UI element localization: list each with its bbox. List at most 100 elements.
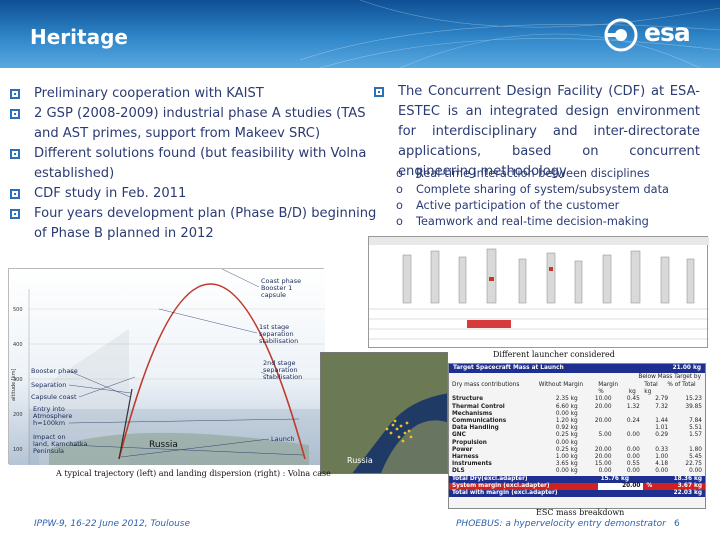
table-cell [615,440,643,447]
trajectory-label: Launch [271,435,295,443]
table-cell: 1.57 [689,432,702,439]
unit-cell [664,389,705,396]
table-units-row: % kg kg [449,389,705,396]
trajectory-label: Capsule coast [31,393,77,401]
table-row: Thermal Control 6.60 kg 20.00 1.32 7.32 39.85 [449,404,705,411]
table-cell: 1.44 [655,418,669,425]
mass-breakdown-table: Target Spacecraft Mass at Launch 21.00 k… [448,363,706,509]
unit-cell: kg [628,389,636,396]
table-cell: 0.00 [689,468,702,475]
trajectory-ytick: 100 [13,447,23,453]
system-margin-unit: % [646,482,653,489]
header-banner: Heritage esa [0,0,720,68]
table-cell: Power [452,446,473,453]
left-bullet: Different solutions found (but feasibili… [8,144,380,184]
circle-bullet-icon: o [396,183,403,196]
table-cell: 3.65 kg [555,461,578,468]
sub-bullet-text: Teamwork and real-time decision-making [416,215,649,228]
table-cell [615,425,643,432]
table-cell: 5.45 [689,454,702,461]
table-cell: 0.00 kg [555,410,578,417]
sub-bullet-text: Real-time interaction between discipline… [416,167,650,180]
total-dry-label: Total Dry(excl.adapter) [452,475,528,482]
right-bullet-list: The Concurrent Design Facility (CDF) at … [372,82,700,182]
table-cell: 1.01 [655,425,669,432]
right-bullet: The Concurrent Design Facility (CDF) at … [372,82,700,182]
table-cell: 1.20 kg [555,418,578,425]
system-margin-label: System margin (excl.adapter) [452,482,550,489]
table-row: Communications 1.20 kg 20.00 0.24 1.44 7.84 [449,418,705,425]
trajectory-ylabel: altitude [km] [11,369,17,401]
esa-logo: esa [604,18,704,52]
table-cell [643,440,671,447]
table-row: Power 0.25 kg 20.00 0.00 0.33 1.80 [449,447,705,454]
table-cell: 0.00 [598,468,612,475]
table-cell: 0.25 kg [555,446,578,453]
banner-decoration [300,0,720,68]
table-cell: Data Handling [452,425,499,432]
column-header: Dry mass contributions [452,382,520,388]
table-row: GNC 0.25 kg 5.00 0.00 0.29 1.57 [449,432,705,439]
total-dry-total: 18.36 kg [673,475,702,482]
table-cell: 15.00 [594,461,612,468]
table-cell: 7.84 [689,418,702,425]
trajectory-label: stabilisation [259,337,298,345]
mass-table-subtitle: Below Mass Target by [638,374,701,380]
table-cell: 0.00 [626,454,640,461]
table-row: Data Handling 0.92 kg 1.01 5.51 [449,425,705,432]
table-cell: 0.00 kg [555,468,578,475]
trajectory-label: Booster 1 [261,284,292,292]
trajectory-label: Separation [31,381,66,389]
trajectory-caption: A typical trajectory (left) and landing … [56,469,331,478]
table-cell: 20.00 [594,446,612,453]
checkbox-bullet-icon [10,189,20,199]
table-cell: 1.32 [626,403,640,410]
table-cell: 2.35 kg [555,396,578,403]
table-cell: 39.85 [685,403,702,410]
sub-bullet: o Real-time interaction between disciplin… [396,166,696,182]
table-cell: 0.00 [626,468,640,475]
table-row: Structure 2.35 kg 10.00 0.45 2.79 15.23 [449,396,705,403]
trajectory-label: stabilisation [263,373,302,381]
table-cell: 0.29 [655,432,669,439]
bullet-text: Four years development plan (Phase B/D) … [34,206,377,241]
total-with-margin-value: 22.03 kg [673,490,702,497]
trajectory-ytick: 400 [13,342,23,348]
table-cell: 0.00 [626,432,640,439]
table-cell: 4.18 [655,461,669,468]
esa-logo-text: esa [644,18,691,47]
trajectory-label: Entry into [33,405,65,413]
circle-bullet-icon: o [396,167,403,180]
trajectory-label: h=100km [33,419,65,427]
cdf-sub-bullets: o Real-time interaction between disciplin… [396,166,696,230]
table-cell [581,440,615,447]
system-margin-row: System margin (excl.adapter) 20.00 % 3.6… [449,482,705,491]
trajectory-label: Booster phase [31,367,78,375]
table-cell [615,411,643,418]
checkbox-bullet-icon [10,109,20,119]
checkbox-bullet-icon [10,209,20,219]
bullet-text: The Concurrent Design Facility (CDF) at … [398,84,700,179]
table-cell: 1.80 [689,446,702,453]
table-row: Instruments 3.65 kg 15.00 0.55 4.18 22.75 [449,461,705,468]
table-cell: 20.00 [594,403,612,410]
table-cell: 5.00 [598,432,612,439]
sub-bullet: o Active participation of the customer [396,198,696,214]
map-graphic: Russia [321,353,447,473]
left-bullet: 2 GSP (2008-2009) industrial phase A stu… [8,104,380,144]
table-cell: 0.00 kg [555,439,578,446]
page-title: Heritage [30,25,128,49]
column-header: Total [644,382,658,388]
unit-cell: % [598,389,604,396]
table-header-row: Dry mass contributions Without Margin Ma… [449,382,705,389]
table-cell [671,411,705,418]
total-dry-row: Total Dry(excl.adapter) 15.76 kg 18.36 k… [449,475,705,483]
sub-bullet: o Teamwork and real-time decision-making [396,214,696,230]
system-margin-pct: 20.00 [622,482,641,489]
esa-logo-icon [604,18,638,52]
trajectory-ytick: 200 [13,412,23,418]
table-cell: Propulsion [452,439,487,446]
landing-dispersion-map: Russia [320,352,448,474]
table-cell: 10.00 [594,396,612,403]
column-header: Without Margin [538,382,584,388]
